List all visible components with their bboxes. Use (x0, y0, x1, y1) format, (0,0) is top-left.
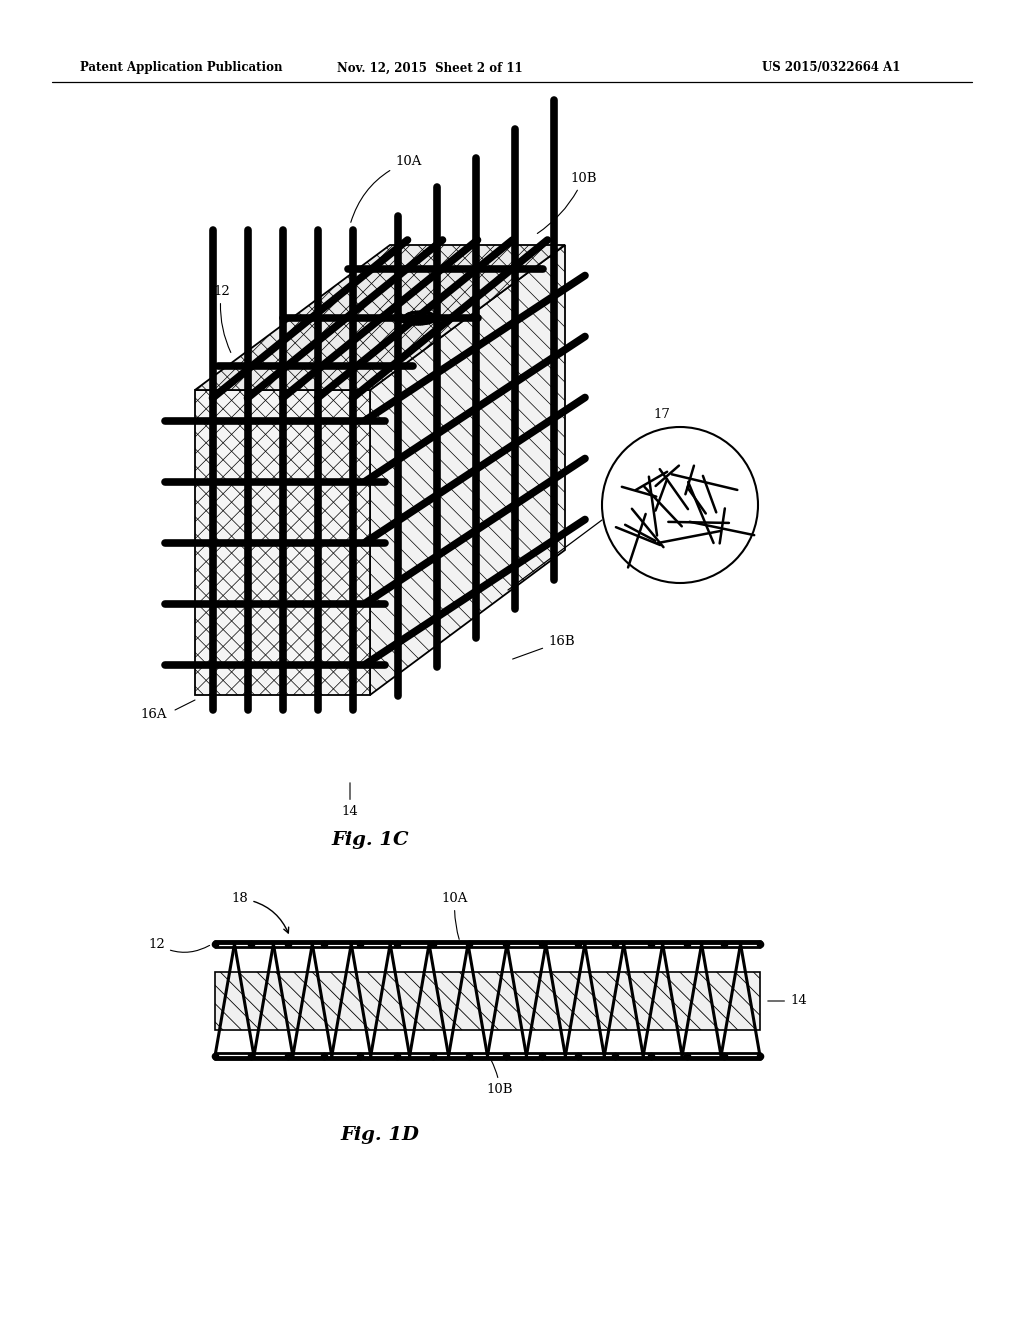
Text: Fig. 1D: Fig. 1D (341, 1126, 420, 1144)
Text: 17: 17 (653, 408, 670, 421)
Text: Fig. 1C: Fig. 1C (331, 832, 409, 849)
Circle shape (602, 426, 758, 583)
Text: 10A: 10A (351, 154, 421, 222)
Text: Nov. 12, 2015  Sheet 2 of 11: Nov. 12, 2015 Sheet 2 of 11 (337, 62, 523, 74)
Text: 10B: 10B (538, 172, 597, 234)
Text: US 2015/0322664 A1: US 2015/0322664 A1 (762, 62, 900, 74)
Text: 16A: 16A (140, 709, 167, 722)
Polygon shape (215, 972, 760, 1030)
Text: 12: 12 (213, 285, 230, 352)
Text: 12: 12 (148, 937, 210, 952)
Text: 10A: 10A (441, 892, 468, 940)
Text: Patent Application Publication: Patent Application Publication (80, 62, 283, 74)
Text: 14: 14 (342, 783, 358, 818)
Polygon shape (195, 246, 565, 389)
Text: 14: 14 (768, 994, 807, 1007)
Text: 10B: 10B (486, 1060, 513, 1096)
Text: 16B: 16B (513, 635, 574, 659)
Polygon shape (195, 389, 370, 696)
Polygon shape (370, 246, 565, 696)
Text: 18: 18 (231, 892, 289, 933)
